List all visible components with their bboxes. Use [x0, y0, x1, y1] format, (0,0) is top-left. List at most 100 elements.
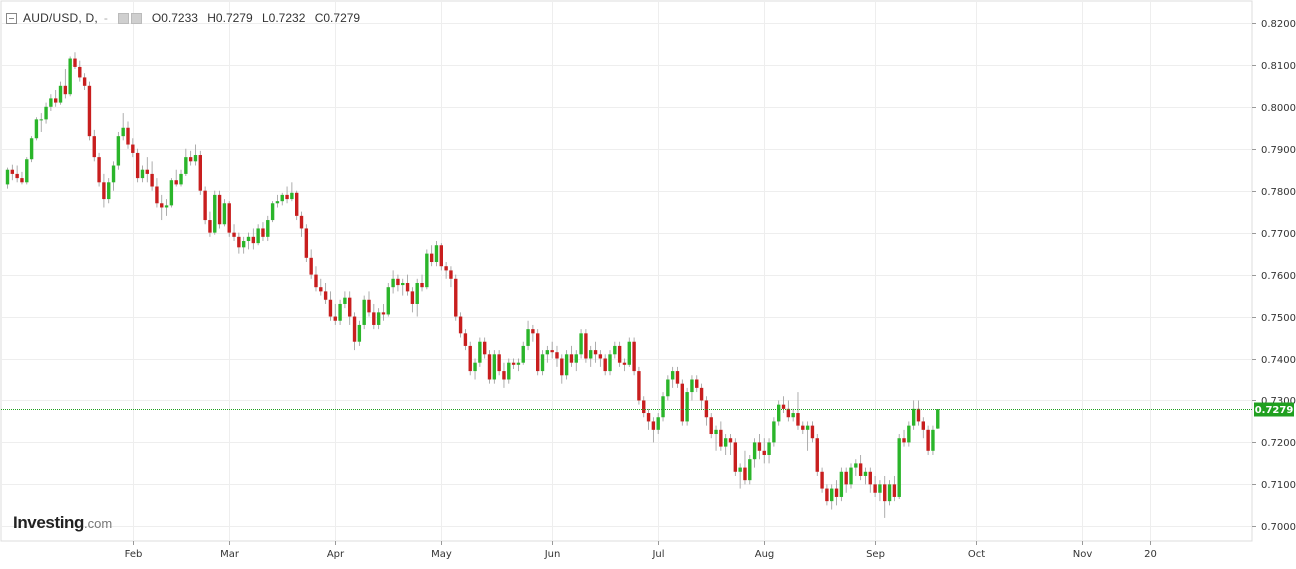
candle-body-up [49, 98, 53, 107]
candle-body-up [690, 379, 694, 393]
y-tick-label: 0.7300 [1261, 396, 1296, 407]
candle-body-up [338, 303, 342, 321]
candle-body-down [820, 471, 824, 489]
candle-body-up [878, 484, 882, 493]
candle-body-down [622, 362, 627, 365]
candle-body-down [560, 358, 564, 376]
candle-body-up [357, 324, 362, 342]
candle-body-down [102, 182, 106, 200]
candle-body-up [723, 438, 728, 447]
current-price-tag [1254, 402, 1294, 417]
candle-body-down [482, 341, 487, 355]
candle-body-down [555, 352, 559, 359]
current-price-label: 0.7279 [1255, 405, 1294, 416]
candle-body-down [502, 371, 506, 380]
candle-body-down [63, 85, 68, 95]
symbol-label: AUD/USD, D, [23, 11, 98, 25]
candle-body-down [762, 450, 766, 455]
candle-body-up [897, 438, 901, 497]
candle-body-down [217, 194, 222, 225]
candle-body-down [858, 463, 863, 476]
settings-icon[interactable] [117, 12, 129, 24]
candle-body-down [261, 228, 265, 237]
y-tick-label: 0.7600 [1261, 271, 1296, 282]
candle-body-up [738, 467, 742, 472]
candle-body-up [386, 287, 390, 315]
candle-body-down [203, 190, 207, 221]
candle-body-down [834, 488, 839, 497]
candle-body-up [222, 203, 227, 225]
candle-body-up [608, 354, 612, 372]
candle-body-down [131, 144, 135, 153]
candle-body-up [39, 119, 43, 121]
candle-body-down [251, 236, 256, 244]
candle-body-up [111, 165, 116, 183]
logo-main-text: Investing [13, 513, 85, 532]
candle-body-up [791, 413, 795, 418]
candle-body-down [680, 383, 684, 422]
candle-body-up [507, 362, 511, 380]
candle-body-down [309, 257, 313, 275]
candle-body-up [714, 429, 718, 435]
plot-frame [0, 0, 1253, 542]
candle-body-up [25, 159, 29, 183]
candle-body-down [487, 354, 492, 380]
candle-body-down [410, 291, 415, 304]
candle-body-up [140, 169, 145, 179]
y-tick-label: 0.8200 [1261, 19, 1296, 30]
candle-body-down [304, 228, 309, 258]
x-tick-label: Jul [651, 549, 664, 560]
y-tick-label: 0.7700 [1261, 229, 1296, 240]
x-tick-label: Aug [755, 549, 775, 560]
candle-body-down [569, 354, 574, 363]
candle-body-down [733, 442, 738, 472]
close-icon[interactable] [130, 12, 142, 24]
candle-body-up [270, 203, 275, 221]
candle-body-down [719, 429, 723, 447]
low-value: L0.7232 [261, 11, 306, 25]
candle-body-down [352, 316, 357, 342]
candle-body-up [564, 354, 569, 376]
candle-body-up [666, 379, 670, 397]
y-tick-label: 0.7000 [1261, 522, 1296, 533]
candle-body-down [695, 379, 699, 388]
x-tick-label: Apr [327, 549, 345, 560]
candle-body-down [868, 471, 872, 485]
candle-body-down [299, 215, 304, 229]
candle-body-down [598, 354, 603, 359]
candle-body-down [454, 278, 458, 317]
candle-body-up [193, 155, 198, 162]
candle-body-down [237, 236, 241, 248]
candle-body-up [907, 425, 911, 443]
high-value: H0.7279 [207, 11, 253, 25]
candle-body-up [777, 404, 781, 422]
candle-body-up [521, 345, 525, 363]
candle-body-down [78, 66, 82, 78]
candle-body-up [772, 421, 776, 443]
candle-body-down [381, 312, 386, 315]
candle-body-up [540, 354, 545, 372]
candle-body-up [931, 429, 935, 451]
candle-body-up [434, 245, 439, 263]
candle-body-up [863, 471, 868, 476]
candle-body-up [68, 58, 72, 95]
candle-body-down [617, 345, 622, 363]
candle-body-down [314, 274, 318, 288]
open-value: O0.7233 [151, 11, 198, 25]
candle-body-up [661, 396, 665, 418]
candle-body-down [699, 387, 704, 401]
candle-body-down [429, 253, 434, 263]
y-tick-label: 0.8000 [1261, 103, 1296, 114]
candle-body-up [58, 85, 63, 103]
candle-body-down [637, 371, 641, 401]
candle-body-down [916, 408, 921, 422]
collapse-icon[interactable] [6, 12, 17, 24]
candle-body-up [613, 345, 617, 355]
candle-body-down [796, 413, 800, 426]
y-tick-label: 0.7200 [1261, 438, 1296, 449]
candle-body-up [241, 241, 246, 248]
y-tick-label: 0.8100 [1261, 61, 1296, 72]
candle-body-down [781, 404, 786, 409]
